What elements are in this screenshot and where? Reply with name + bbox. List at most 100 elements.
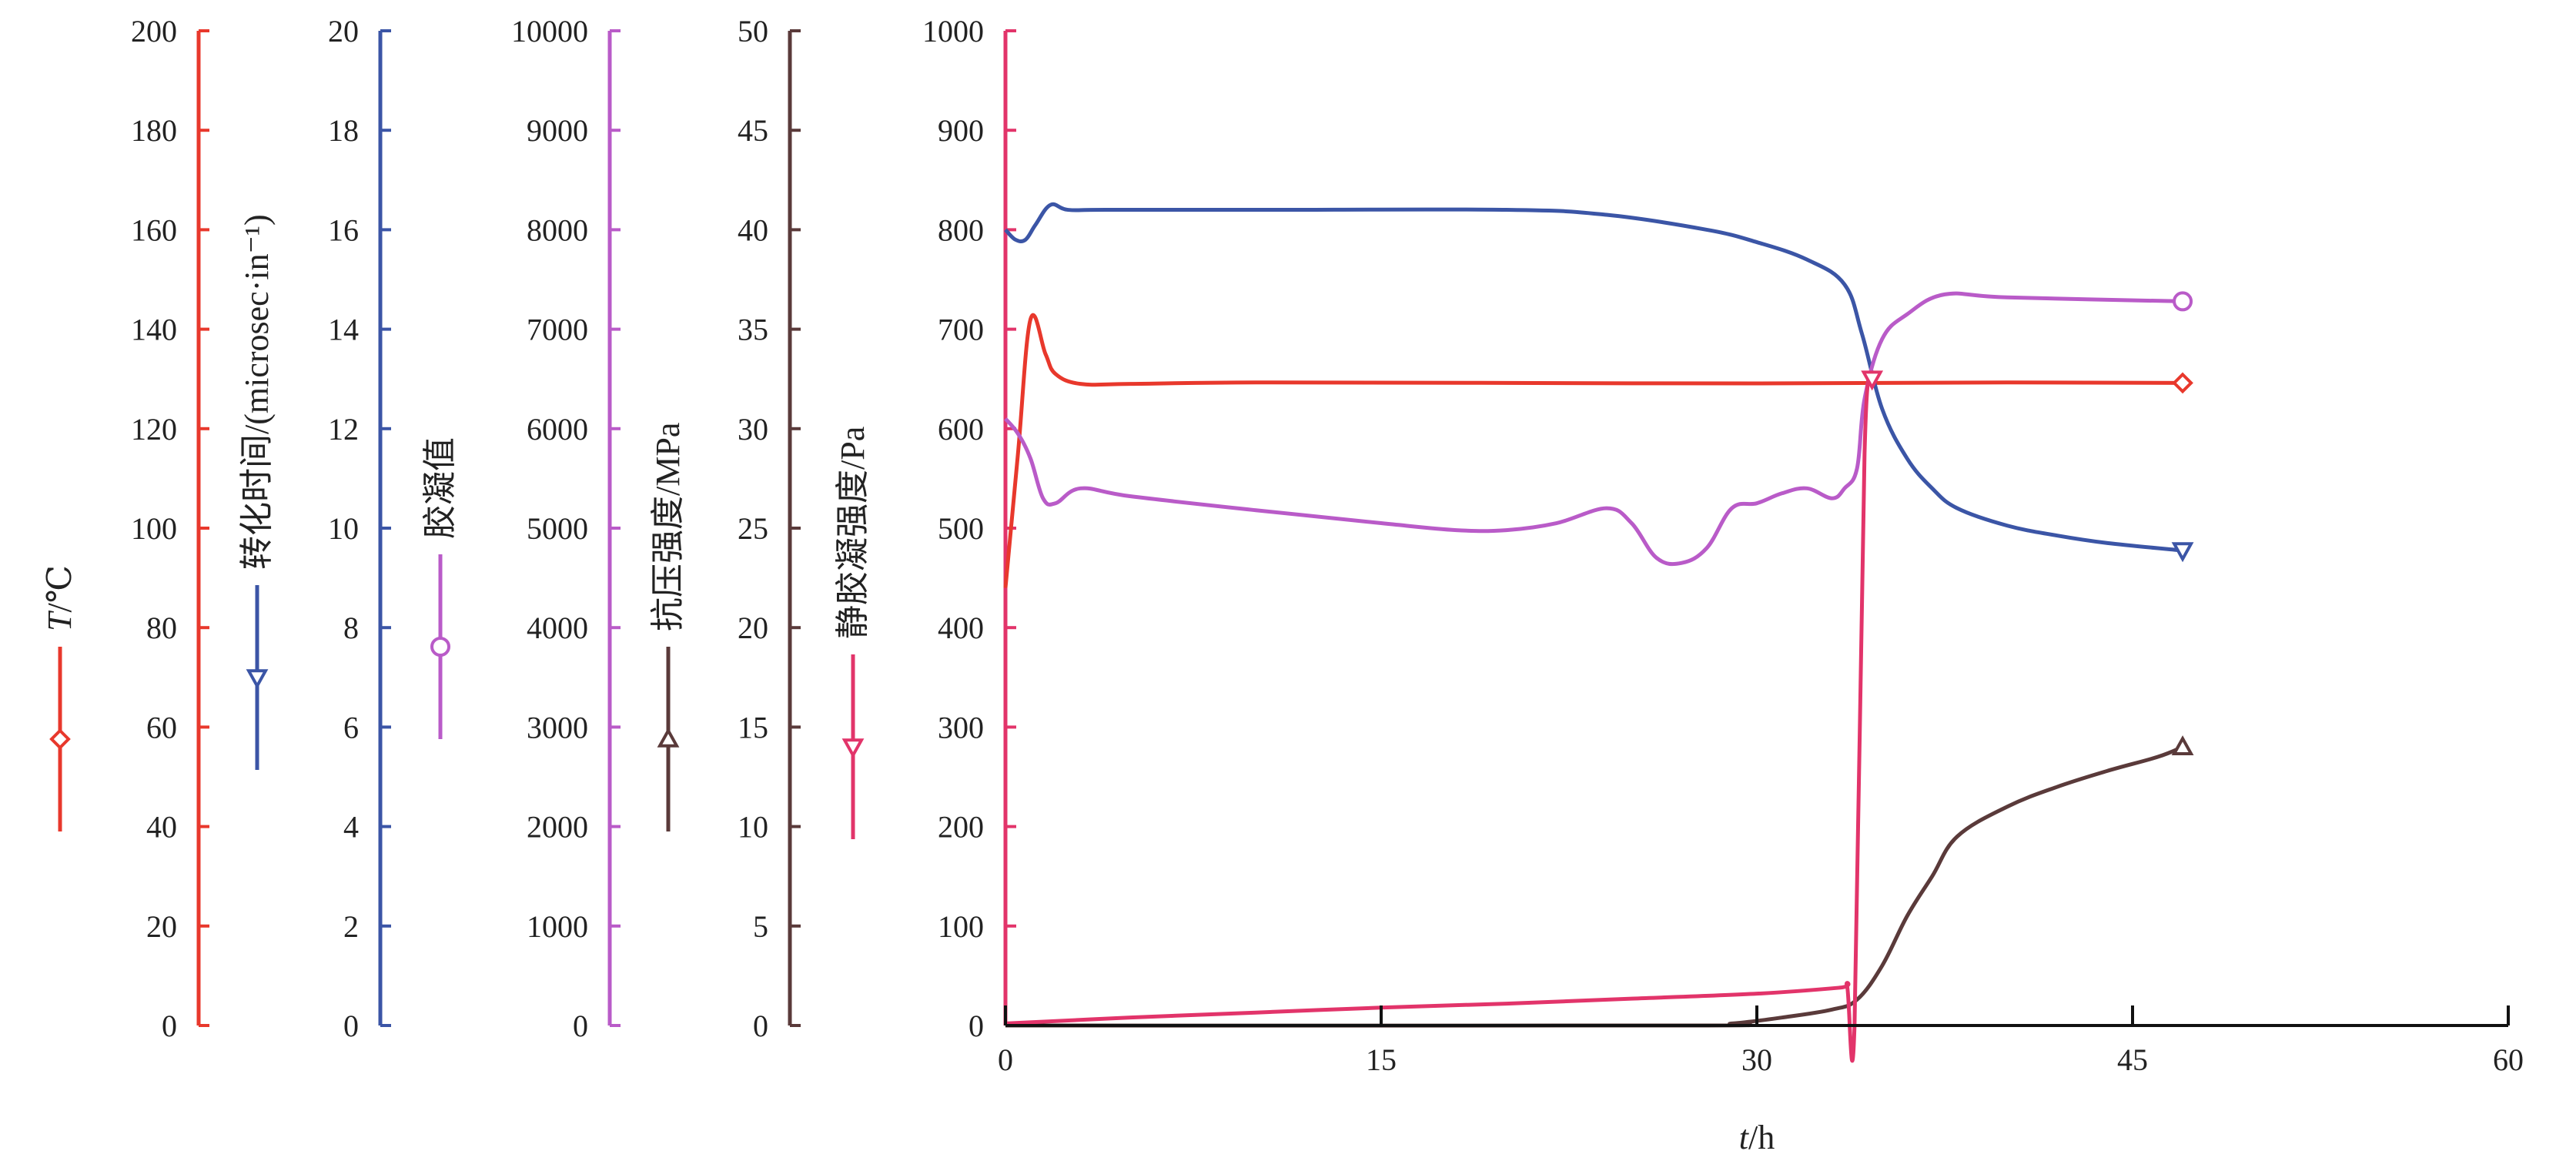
legend-marker-transit_time bbox=[246, 669, 269, 690]
series-line-transit_time bbox=[1004, 202, 2183, 553]
y-tick-label-temperature: 200 bbox=[131, 14, 177, 49]
y-tick-label-transit_time: 2 bbox=[343, 909, 359, 944]
y-tick-label-temperature: 120 bbox=[131, 412, 177, 447]
legend-swatch-transit_time bbox=[246, 585, 269, 770]
x-tick-label: 60 bbox=[2493, 1042, 2524, 1077]
y-axis-sgs: 0 100 200 300 400 500 600 700 800 900 1000 静胶凝强度/Pa bbox=[834, 14, 1016, 1043]
legend-marker-sgs bbox=[841, 738, 865, 759]
x-tick-label: 45 bbox=[2117, 1042, 2148, 1077]
y-tick-label-compressive: 25 bbox=[738, 511, 768, 546]
y-tick-label-gel_value: 5000 bbox=[527, 511, 588, 546]
y-tick-label-transit_time: 18 bbox=[328, 113, 359, 148]
series-end-marker-transit_time bbox=[2171, 542, 2194, 563]
series-compressive bbox=[1005, 735, 2194, 1028]
series-line-temperature bbox=[1003, 313, 2183, 588]
axis-title-group-compressive: 抗压强度/MPa bbox=[649, 423, 687, 831]
y-tick-label-gel_value: 8000 bbox=[527, 212, 588, 247]
legend-swatch-sgs bbox=[841, 654, 865, 839]
series-gel_value bbox=[1004, 291, 2193, 567]
x-tick-label: 30 bbox=[1741, 1042, 1772, 1077]
y-tick-label-sgs: 500 bbox=[938, 511, 984, 546]
y-tick-label-temperature: 0 bbox=[162, 1009, 177, 1043]
y-tick-label-temperature: 160 bbox=[131, 212, 177, 247]
y-tick-label-gel_value: 0 bbox=[573, 1009, 588, 1043]
y-tick-label-transit_time: 14 bbox=[328, 313, 359, 347]
y-tick-label-sgs: 600 bbox=[938, 412, 984, 447]
y-tick-label-compressive: 30 bbox=[738, 412, 768, 447]
y-tick-label-compressive: 5 bbox=[753, 909, 768, 944]
x-tick-label: 0 bbox=[998, 1042, 1013, 1077]
y-tick-label-compressive: 50 bbox=[738, 14, 768, 49]
axis-title-group-transit_time: 转化时间/(microsec·in⁻¹) bbox=[238, 214, 276, 770]
y-tick-label-gel_value: 7000 bbox=[527, 313, 588, 347]
y-tick-label-transit_time: 8 bbox=[343, 611, 359, 645]
y-axis-gel_value: 0 1000 2000 3000 4000 5000 6000 7000 8000 9000 100… bbox=[421, 14, 621, 1043]
y-tick-label-temperature: 100 bbox=[131, 511, 177, 546]
axis-title-sgs: 静胶凝强度/Pa bbox=[834, 427, 871, 639]
series-transit_time bbox=[1004, 202, 2194, 563]
series-line-gel_value bbox=[1004, 291, 2183, 567]
y-axis-compressive: 0 5 10 15 20 25 30 35 40 45 50 抗压强度/MPa bbox=[649, 14, 801, 1043]
y-tick-label-sgs: 700 bbox=[938, 313, 984, 347]
y-tick-label-temperature: 40 bbox=[146, 810, 177, 845]
y-tick-label-gel_value: 10000 bbox=[511, 14, 588, 49]
y-tick-label-temperature: 60 bbox=[146, 710, 177, 744]
axis-title-group-gel_value: 胶凝值 bbox=[421, 437, 459, 739]
x-axis: 0 15 30 45 60 t/h bbox=[998, 1005, 2524, 1156]
legend-marker-temperature bbox=[49, 728, 71, 750]
series-end-marker-gel_value bbox=[2173, 291, 2193, 312]
legend-swatch-temperature bbox=[49, 647, 71, 831]
y-tick-label-gel_value: 6000 bbox=[527, 412, 588, 447]
y-tick-label-compressive: 10 bbox=[738, 810, 768, 845]
series-end-marker-temperature bbox=[2172, 372, 2193, 394]
axis-title-transit_time: 转化时间/(microsec·in⁻¹) bbox=[238, 214, 276, 570]
y-tick-label-transit_time: 16 bbox=[328, 212, 359, 247]
axis-title-compressive: 抗压强度/MPa bbox=[649, 423, 687, 631]
y-tick-label-compressive: 35 bbox=[738, 313, 768, 347]
series-sgs bbox=[1005, 370, 1884, 1063]
series-temperature bbox=[1003, 313, 2193, 588]
y-axis-transit_time: 0 2 4 6 8 10 12 14 16 18 20 转化时间/(microsec·in⁻¹) bbox=[238, 14, 391, 1043]
y-axis-temperature: 0 20 40 60 80 100 120 140 160 180 200 T/℃ bbox=[41, 14, 209, 1043]
legend-swatch-compressive bbox=[657, 647, 680, 831]
x-axis-title: t/h bbox=[1739, 1119, 1775, 1156]
legend-marker-gel_value bbox=[430, 637, 450, 657]
y-tick-label-sgs: 900 bbox=[938, 113, 984, 148]
legend-swatch-gel_value bbox=[430, 554, 450, 739]
y-tick-label-temperature: 140 bbox=[131, 313, 177, 347]
series-end-marker-sgs bbox=[1861, 370, 1884, 391]
y-tick-label-transit_time: 4 bbox=[343, 810, 359, 845]
y-tick-label-gel_value: 2000 bbox=[527, 810, 588, 845]
axis-title-gel_value: 胶凝值 bbox=[421, 437, 459, 539]
y-tick-label-temperature: 180 bbox=[131, 113, 177, 148]
y-tick-label-transit_time: 6 bbox=[343, 710, 359, 744]
y-tick-label-compressive: 0 bbox=[753, 1009, 768, 1043]
y-tick-label-gel_value: 9000 bbox=[527, 113, 588, 148]
y-tick-label-sgs: 100 bbox=[938, 909, 984, 944]
axes-layer: 020406080100120140160180200T/℃0246810121… bbox=[41, 14, 1016, 1043]
plot-layer bbox=[1003, 202, 2194, 1063]
y-tick-label-sgs: 0 bbox=[969, 1009, 984, 1043]
y-tick-label-transit_time: 20 bbox=[328, 14, 359, 49]
y-tick-label-sgs: 1000 bbox=[922, 14, 984, 49]
y-tick-label-gel_value: 4000 bbox=[527, 611, 588, 645]
axis-title-group-temperature: T/℃ bbox=[41, 565, 79, 831]
y-tick-label-gel_value: 1000 bbox=[527, 909, 588, 944]
y-tick-label-compressive: 45 bbox=[738, 113, 768, 148]
series-line-sgs bbox=[1005, 375, 1875, 1063]
axis-title-temperature: T/℃ bbox=[41, 565, 79, 631]
y-tick-label-compressive: 15 bbox=[738, 710, 768, 744]
y-tick-label-temperature: 20 bbox=[146, 909, 177, 944]
y-tick-label-sgs: 800 bbox=[938, 212, 984, 247]
y-tick-label-sgs: 300 bbox=[938, 710, 984, 744]
axis-title-group-sgs: 静胶凝强度/Pa bbox=[834, 427, 871, 839]
legend-marker-compressive bbox=[657, 727, 680, 748]
y-tick-label-transit_time: 10 bbox=[328, 511, 359, 546]
y-tick-label-transit_time: 12 bbox=[328, 412, 359, 447]
series-end-marker-compressive bbox=[2171, 735, 2194, 756]
y-tick-label-gel_value: 3000 bbox=[527, 710, 588, 744]
y-tick-label-sgs: 200 bbox=[938, 810, 984, 845]
y-tick-label-transit_time: 0 bbox=[343, 1009, 359, 1043]
y-tick-label-compressive: 40 bbox=[738, 212, 768, 247]
